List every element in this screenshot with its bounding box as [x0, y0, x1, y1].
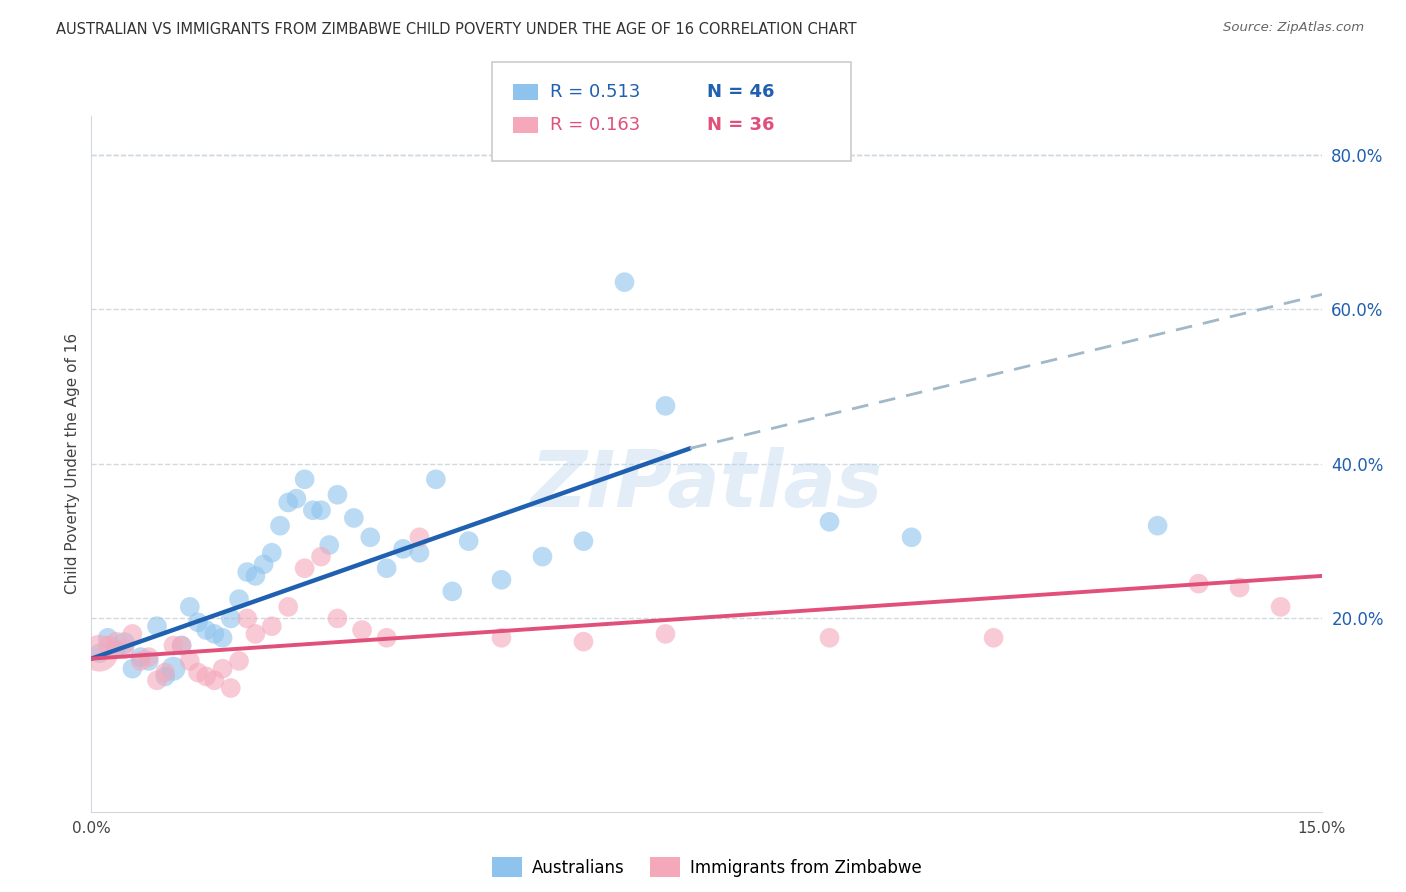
Point — [269, 518, 291, 533]
Point — [153, 669, 177, 683]
Point — [112, 642, 135, 657]
Text: N = 46: N = 46 — [707, 83, 775, 101]
Point — [1270, 599, 1292, 614]
Point — [228, 592, 250, 607]
Point — [153, 665, 177, 680]
Point — [441, 584, 464, 599]
Point — [179, 599, 201, 614]
Point — [983, 631, 1005, 645]
Point — [195, 623, 218, 637]
Point — [211, 662, 233, 676]
Point — [654, 399, 676, 413]
Text: Source: ZipAtlas.com: Source: ZipAtlas.com — [1223, 21, 1364, 34]
Point — [326, 611, 349, 625]
Point — [245, 627, 267, 641]
Point — [531, 549, 554, 564]
Point — [138, 650, 160, 665]
Point — [179, 654, 201, 668]
Point — [408, 546, 430, 560]
Point — [89, 646, 111, 660]
Point — [277, 495, 299, 509]
Point — [219, 611, 242, 625]
Point — [457, 534, 479, 549]
Point — [491, 573, 513, 587]
Point — [162, 639, 184, 653]
Point — [572, 534, 595, 549]
Point — [105, 634, 127, 648]
Point — [170, 639, 193, 653]
Point — [121, 627, 143, 641]
Point — [89, 646, 111, 660]
Point — [236, 565, 259, 579]
Point — [343, 511, 366, 525]
Point — [1229, 581, 1251, 595]
Text: R = 0.163: R = 0.163 — [550, 116, 640, 134]
Point — [260, 546, 283, 560]
Point — [202, 673, 225, 688]
Point — [425, 472, 447, 486]
Point — [228, 654, 250, 668]
Point — [392, 541, 415, 556]
Point — [105, 642, 127, 657]
Point — [245, 569, 267, 583]
Point — [654, 627, 676, 641]
Point — [301, 503, 323, 517]
Point — [900, 530, 922, 544]
Point — [613, 275, 636, 289]
Text: AUSTRALIAN VS IMMIGRANTS FROM ZIMBABWE CHILD POVERTY UNDER THE AGE OF 16 CORRELA: AUSTRALIAN VS IMMIGRANTS FROM ZIMBABWE C… — [56, 22, 856, 37]
Point — [187, 615, 209, 630]
Point — [97, 631, 120, 645]
Point — [260, 619, 283, 633]
Text: R = 0.513: R = 0.513 — [550, 83, 640, 101]
Point — [1187, 576, 1209, 591]
Point — [138, 654, 160, 668]
Point — [162, 662, 184, 676]
Point — [277, 599, 299, 614]
Point — [294, 472, 316, 486]
Point — [309, 549, 332, 564]
Point — [352, 623, 374, 637]
Point — [129, 654, 152, 668]
Point — [253, 558, 276, 572]
Point — [187, 665, 209, 680]
Point — [359, 530, 381, 544]
Point — [375, 561, 398, 575]
Point — [285, 491, 308, 506]
Point — [170, 639, 193, 653]
Point — [97, 639, 120, 653]
Text: N = 36: N = 36 — [707, 116, 775, 134]
Point — [236, 611, 259, 625]
Point — [146, 673, 169, 688]
Point — [818, 631, 841, 645]
Point — [1146, 518, 1168, 533]
Point — [818, 515, 841, 529]
Text: ZIPatlas: ZIPatlas — [530, 447, 883, 523]
Point — [112, 636, 135, 650]
Point — [375, 631, 398, 645]
Point — [202, 627, 225, 641]
Point — [219, 681, 242, 695]
Point — [491, 631, 513, 645]
Point — [121, 662, 143, 676]
Point — [309, 503, 332, 517]
Y-axis label: Child Poverty Under the Age of 16: Child Poverty Under the Age of 16 — [65, 334, 80, 594]
Point — [572, 634, 595, 648]
Point — [146, 619, 169, 633]
Point — [129, 650, 152, 665]
Point — [211, 631, 233, 645]
Point — [326, 488, 349, 502]
Point — [195, 669, 218, 683]
Legend: Australians, Immigrants from Zimbabwe: Australians, Immigrants from Zimbabwe — [485, 851, 928, 883]
Point — [294, 561, 316, 575]
Point — [318, 538, 340, 552]
Point — [408, 530, 430, 544]
